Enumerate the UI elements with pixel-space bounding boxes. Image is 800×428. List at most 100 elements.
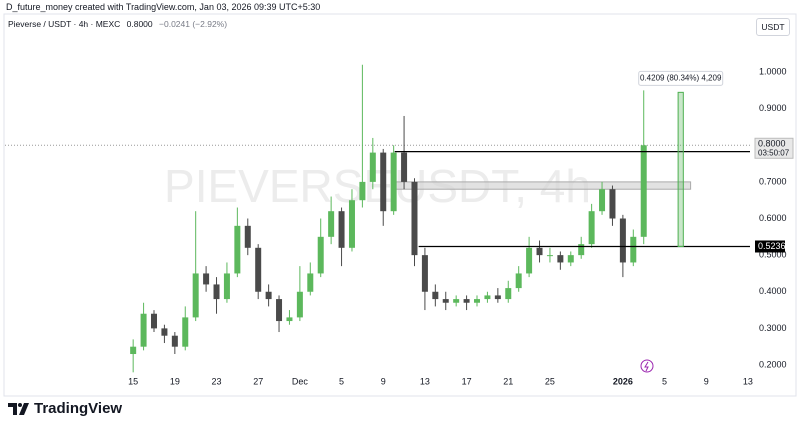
- candle-body: [234, 225, 241, 274]
- candle-body: [442, 299, 449, 303]
- symbol-bar: Pieverse / USDT · 4h · MEXC 0.8000 −0.02…: [8, 19, 231, 29]
- candle-body: [265, 291, 272, 300]
- candle-body: [140, 313, 147, 347]
- candle-body: [359, 181, 366, 201]
- measure-label: 0.4209 (80.34%) 4,209: [640, 73, 722, 82]
- candle-body: [463, 299, 470, 303]
- x-tick-label: 27: [253, 376, 263, 386]
- y-tick-label: 0.2000: [759, 359, 787, 369]
- x-tick-label: 9: [381, 376, 386, 386]
- last-price-bg: [754, 137, 794, 159]
- candle-body: [390, 152, 397, 212]
- logo: TradingView: [8, 400, 122, 417]
- candle-body: [255, 247, 262, 292]
- x-tick-label: 5: [339, 376, 344, 386]
- candle-body: [130, 346, 137, 355]
- candle-body: [588, 211, 595, 245]
- candle-body: [599, 189, 606, 212]
- y-tick-label: 0.9000: [759, 103, 787, 113]
- y-tick-label: 0.6000: [759, 213, 787, 223]
- x-tick-label: 19: [170, 376, 180, 386]
- candle-body: [484, 295, 491, 300]
- candle-body: [619, 218, 626, 263]
- logo-mark: [8, 402, 29, 415]
- candle-body: [171, 335, 178, 347]
- x-tick-label: 23: [212, 376, 222, 386]
- y-tick-label: 0.7000: [759, 176, 787, 186]
- candle-body: [369, 152, 376, 182]
- frame: [3, 13, 797, 397]
- candle-body: [515, 273, 522, 289]
- candle-body: [505, 288, 512, 300]
- measure-box: [677, 91, 684, 247]
- x-tick-label: 21: [503, 376, 513, 386]
- measure-label-bg: [638, 70, 724, 86]
- candle-body: [494, 295, 501, 300]
- level-label: 0.7827: [758, 146, 786, 156]
- price: 0.8000: [126, 19, 153, 29]
- candle-body: [609, 189, 616, 219]
- candle-body: [151, 313, 157, 329]
- change: −0.0241 (−2.92%): [159, 19, 228, 29]
- candle-body: [557, 255, 564, 263]
- countdown: 03:50:07: [758, 148, 790, 157]
- y-tick-label: 1.0000: [759, 66, 787, 76]
- level-label: 0.5236: [758, 241, 786, 251]
- x-tick-label: 15: [128, 376, 138, 386]
- x-tick-label: 13: [743, 376, 753, 386]
- x-tick-label: 25: [545, 376, 555, 386]
- event-icon[interactable]: [640, 359, 654, 373]
- level-label-bg: [755, 145, 785, 158]
- x-tick-label: 9: [704, 376, 709, 386]
- candle-body: [182, 317, 189, 347]
- credit: D_future_money created with TradingView.…: [6, 2, 321, 12]
- candle-body: [526, 247, 533, 274]
- candle-body: [453, 299, 460, 303]
- candle-body: [317, 236, 324, 274]
- candle-body: [567, 255, 574, 263]
- x-tick-label: 13: [420, 376, 430, 386]
- brand: TradingView: [34, 400, 123, 417]
- candle-body: [578, 244, 585, 256]
- candle-body: [432, 291, 439, 300]
- candle-body: [546, 255, 553, 257]
- candle-body: [192, 273, 199, 318]
- candle-body: [421, 255, 428, 292]
- candle-body: [630, 236, 637, 263]
- x-tick-label: 5: [662, 376, 667, 386]
- candle-body: [411, 181, 418, 256]
- y-tick-label: 0.5000: [759, 250, 787, 260]
- candle-body: [213, 284, 220, 300]
- candle-body: [328, 211, 335, 237]
- candle-body: [380, 152, 387, 212]
- x-tick-label: 17: [462, 376, 472, 386]
- candle-body: [244, 225, 251, 248]
- x-tick-label: 2026: [613, 376, 633, 386]
- candle-body: [640, 145, 647, 237]
- candle-body: [276, 299, 283, 322]
- candle-body: [401, 152, 408, 182]
- candle-body: [223, 273, 230, 300]
- y-tick-label: 0.8000: [759, 140, 787, 150]
- y-tick-label: 0.3000: [759, 323, 787, 333]
- event-bolt: [644, 361, 649, 372]
- zone: [394, 181, 692, 190]
- watermark: PIEVERSEUSDT, 4h: [164, 160, 591, 212]
- candle-body: [286, 317, 293, 322]
- candle-body: [296, 291, 303, 318]
- candle-body: [348, 200, 355, 248]
- candle-body: [161, 328, 168, 336]
- x-tick-label: Dec: [292, 376, 309, 386]
- candle-body: [203, 273, 210, 285]
- currency-button[interactable]: USDT: [756, 18, 790, 36]
- candle-body: [338, 211, 345, 248]
- candle-body: [307, 273, 314, 292]
- symbol[interactable]: Pieverse / USDT · 4h · MEXC: [8, 19, 121, 29]
- last-price-label: 0.8000: [758, 139, 786, 149]
- y-tick-label: 0.4000: [759, 286, 787, 296]
- candle-body: [536, 247, 543, 256]
- level-label-bg: [755, 240, 785, 253]
- candle-body: [474, 299, 481, 303]
